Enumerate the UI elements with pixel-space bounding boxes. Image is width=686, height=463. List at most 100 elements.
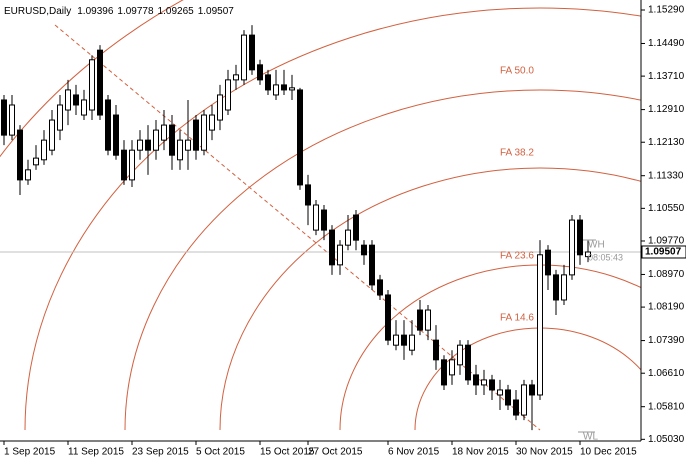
candle-body xyxy=(545,249,551,276)
candle-body xyxy=(441,359,447,386)
candle-body xyxy=(289,87,295,91)
candle-body xyxy=(105,99,111,151)
candle-body xyxy=(489,379,495,391)
y-tick-label: 1.05030 xyxy=(648,434,685,445)
candle-body xyxy=(569,219,575,276)
candle-body xyxy=(265,74,271,91)
candle-body xyxy=(497,389,503,396)
candle-body xyxy=(553,274,559,301)
y-tick-label: 1.08190 xyxy=(648,302,685,313)
candle-body xyxy=(121,149,127,181)
candle-body xyxy=(417,309,423,331)
candle-body xyxy=(25,169,31,181)
candle-body xyxy=(353,214,359,241)
last-close: 1.09507 xyxy=(198,6,235,17)
candle-body xyxy=(177,139,183,161)
last-high: 1.09778 xyxy=(117,6,154,17)
candle-body xyxy=(457,344,463,366)
candle-body xyxy=(505,389,511,406)
candle-body xyxy=(433,339,439,361)
candle-body xyxy=(129,149,135,181)
candle-body xyxy=(369,244,375,286)
candle-body xyxy=(393,334,399,346)
x-tick-label: 1 Sep 2015 xyxy=(4,447,56,458)
candle-body xyxy=(169,124,175,156)
candle-body xyxy=(577,219,583,256)
x-tick-label: 15 Oct 2015 xyxy=(260,447,315,458)
candle-body xyxy=(273,84,279,96)
y-tick-label: 1.07390 xyxy=(648,335,685,346)
y-tick-label: 1.08970 xyxy=(648,269,685,280)
candle-body xyxy=(217,94,223,121)
x-tick-label: 18 Nov 2015 xyxy=(452,447,509,458)
candle-body xyxy=(41,139,47,161)
candle-body xyxy=(113,114,119,156)
y-tick-label: 1.15290 xyxy=(648,5,685,16)
candle-body xyxy=(337,244,343,266)
candle-body xyxy=(513,399,519,416)
candle-body xyxy=(233,74,239,81)
header: EURUSD,Daily 1.09396 1.09778 1.09265 1.09507 xyxy=(4,6,234,17)
y-tick-label: 1.12910 xyxy=(648,104,685,115)
week-high-label: WH xyxy=(588,240,605,251)
x-tick-label: 23 Sep 2015 xyxy=(132,447,189,458)
candle-body xyxy=(297,89,303,186)
candle-body xyxy=(201,114,207,151)
candle-body xyxy=(473,374,479,386)
fibo-arc xyxy=(124,89,641,431)
candle-body xyxy=(65,89,71,111)
candle-body xyxy=(313,204,319,231)
candle-body xyxy=(257,64,263,81)
candle-body xyxy=(209,114,215,131)
countdown: 08:05:43 xyxy=(588,252,623,262)
last-open: 1.09396 xyxy=(77,6,114,17)
fibo-arc xyxy=(219,167,641,431)
fibo-level-label: FA 14.6 xyxy=(500,313,534,324)
candle-body xyxy=(33,157,39,166)
candle-body xyxy=(305,184,311,206)
candle-body xyxy=(409,334,415,351)
candle-body xyxy=(73,94,79,106)
fibo-arc xyxy=(24,7,641,431)
x-tick-label: 10 Dec 2015 xyxy=(580,447,637,458)
fibo-level-label: FA 50.0 xyxy=(500,66,534,77)
candle-body xyxy=(345,229,351,246)
candle-body xyxy=(49,119,55,151)
candle-body xyxy=(329,229,335,266)
x-tick-label: 11 Sep 2015 xyxy=(68,447,124,458)
week-low-label: WL xyxy=(583,432,598,443)
x-tick-label: 30 Nov 2015 xyxy=(516,447,573,458)
candle-body xyxy=(17,129,23,181)
x-tick-label: 5 Oct 2015 xyxy=(196,447,245,458)
candle-body xyxy=(281,84,287,91)
y-tick-label: 1.14490 xyxy=(648,38,685,49)
candle-body xyxy=(193,119,199,151)
candle-body xyxy=(385,294,391,341)
candle-body xyxy=(185,139,191,151)
candle-body xyxy=(449,359,455,376)
symbol: EURUSD,Daily xyxy=(4,6,71,17)
current-price-label: 1.09507 xyxy=(645,247,682,258)
candle-body xyxy=(561,274,567,301)
candle-body xyxy=(137,139,143,151)
y-tick-label: 1.13710 xyxy=(648,71,685,82)
fibo-level-label: FA 38.2 xyxy=(500,148,534,159)
candle-body xyxy=(401,334,407,346)
candle-body xyxy=(529,384,535,396)
plot-area xyxy=(0,25,641,431)
candle-body xyxy=(153,129,159,151)
candle-body xyxy=(9,104,15,136)
price-label-box xyxy=(641,245,686,259)
y-tick-label: 1.09770 xyxy=(648,236,685,247)
y-tick-label: 1.11330 xyxy=(648,170,684,181)
candle-body xyxy=(1,99,7,136)
y-tick-label: 1.12130 xyxy=(648,137,685,148)
candle-body xyxy=(225,79,231,111)
candle-body xyxy=(89,59,95,111)
x-tick-label: 27 Oct 2015 xyxy=(308,447,363,458)
candle-body xyxy=(145,139,151,151)
x-tick-label: 6 Nov 2015 xyxy=(388,447,440,458)
fibo-level-label: FA 23.6 xyxy=(500,251,534,262)
candle-body xyxy=(361,244,367,256)
